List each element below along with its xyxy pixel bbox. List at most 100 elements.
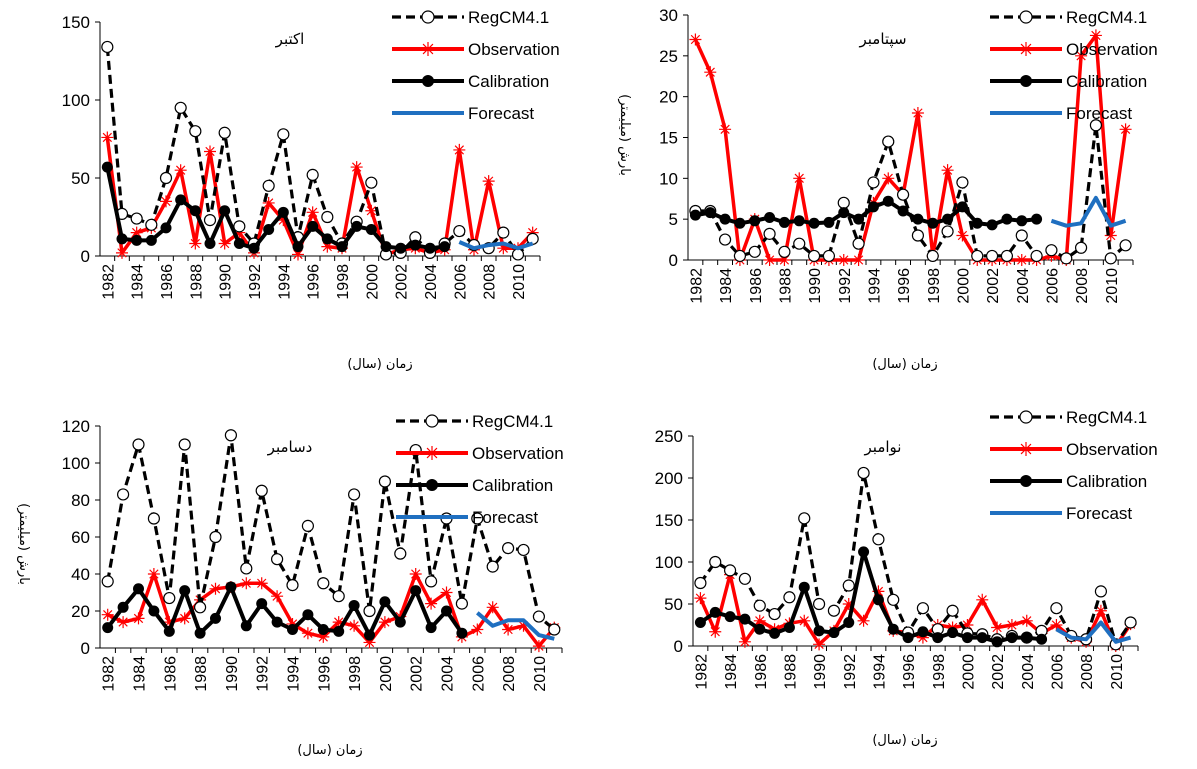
y-tick-label: 30 <box>659 6 678 25</box>
calibration-point <box>189 205 201 217</box>
series-line-regcm4-1 <box>106 433 556 631</box>
calibration-point <box>194 627 206 639</box>
calibration-point <box>838 207 850 219</box>
y-tick-label: 100 <box>655 553 683 572</box>
y-axis-label: بارش (میلیمتر) <box>16 503 31 585</box>
observation-point <box>132 612 145 625</box>
calibration-point <box>439 241 451 253</box>
calibration-point <box>783 622 795 634</box>
observation-point <box>837 254 850 266</box>
observation-point <box>101 131 114 144</box>
observation-point <box>147 568 160 580</box>
observation-point <box>321 240 334 253</box>
chart-panel-october: 0 50 100 150 1982 1984 1986 1988 1990 1992 1994 199… <box>0 0 598 384</box>
y-axis-label: بارش (میلیمتر) <box>617 94 632 176</box>
regcm-point <box>317 577 330 590</box>
regcm-point <box>857 466 870 480</box>
calibration-point <box>409 239 421 251</box>
calibration-point <box>333 625 345 637</box>
regcm-point <box>240 562 253 575</box>
x-tick-label: 1988 <box>188 264 205 300</box>
x-tick-label: 1990 <box>218 264 235 300</box>
legend-label: Forecast <box>1066 504 1132 523</box>
observation-point <box>793 172 806 185</box>
regcm-point <box>812 597 826 611</box>
regcm-point <box>872 533 885 546</box>
legend-label: Observation <box>1066 40 1158 59</box>
observation-point <box>689 33 702 46</box>
calibration-point <box>394 616 406 628</box>
x-tick-label: 2000 <box>364 264 381 300</box>
calibration-point <box>902 632 914 644</box>
x-tick-label: 1984 <box>718 268 735 304</box>
calibration-point <box>853 213 865 225</box>
regcm-point <box>827 604 841 617</box>
observation-point <box>1089 29 1102 42</box>
regcm-point <box>763 227 776 240</box>
observation-point <box>709 625 722 638</box>
calibration-point <box>882 195 894 207</box>
calibration-point <box>179 585 191 597</box>
calibration-point <box>233 238 245 250</box>
regcm-point <box>455 597 468 610</box>
calibration-point <box>947 627 959 639</box>
calibration-point <box>307 220 319 232</box>
regcm-point <box>321 210 334 224</box>
regcm-point <box>1124 616 1137 629</box>
y-tick-label: 120 <box>62 417 90 436</box>
calibration-point <box>441 605 452 617</box>
x-tick-label: 2002 <box>409 656 426 692</box>
calibration-point <box>1006 632 1018 644</box>
observation-point <box>694 592 707 605</box>
y-tick-label: 80 <box>71 491 90 510</box>
x-tick-label: 1992 <box>837 268 854 304</box>
regcm-point <box>807 249 821 263</box>
calibration-point <box>867 201 879 213</box>
x-tick-label: 1998 <box>931 654 948 690</box>
observation-point <box>440 586 453 599</box>
x-tick-label: 2006 <box>1044 268 1061 304</box>
observation-point <box>526 226 539 239</box>
series-line-observation <box>105 137 534 257</box>
x-tick-label: 2006 <box>452 264 469 300</box>
calibration-point <box>292 241 304 253</box>
calibration-point <box>897 205 909 217</box>
regcm-point <box>453 224 466 238</box>
y-tick-label: 25 <box>659 47 678 66</box>
observation-point <box>502 623 515 636</box>
x-axis-label: زمان (سال) <box>872 357 937 372</box>
observation-point <box>317 630 330 643</box>
regcm-point <box>147 512 160 525</box>
regcm-point <box>101 40 114 54</box>
calibration-point <box>1016 215 1028 227</box>
calibration-point <box>240 620 252 632</box>
regcm-point <box>842 579 855 592</box>
observation-point <box>976 593 989 606</box>
x-tick-label: 1982 <box>100 264 117 300</box>
observation-point <box>178 612 191 625</box>
x-tick-label: 2004 <box>1020 654 1037 690</box>
regcm-point <box>733 249 747 263</box>
calibration-point <box>117 601 129 613</box>
x-tick-label: 1986 <box>159 264 176 300</box>
observation-point <box>738 635 751 648</box>
chart-svg-december: 0 20 40 60 80 100 120 1982 1984 1986 1988 1990 1992 1… <box>16 412 564 758</box>
observation-point <box>255 577 268 590</box>
regcm-point <box>896 188 910 201</box>
chart-panel-december: 0 20 40 60 80 100 120 1982 1984 1986 1988 1990 1992 1… <box>0 384 598 769</box>
chart-title: نوامبر <box>864 438 902 456</box>
x-tick-label: 1996 <box>316 656 333 692</box>
regcm-point <box>926 249 939 263</box>
series-line-regcm4-1 <box>699 471 1132 646</box>
regcm-point <box>159 171 173 185</box>
regcm-point <box>363 604 376 618</box>
observation-point <box>365 204 378 217</box>
calibration-point <box>219 205 231 217</box>
observation-point <box>306 206 319 219</box>
observation-point <box>813 638 826 651</box>
calibration-point <box>912 213 924 225</box>
x-axis-label: زمان (سال) <box>297 743 362 758</box>
x-tick-label: 2002 <box>985 268 1002 304</box>
series-line-forecast <box>458 240 534 251</box>
y-tick-label: 20 <box>71 602 90 621</box>
